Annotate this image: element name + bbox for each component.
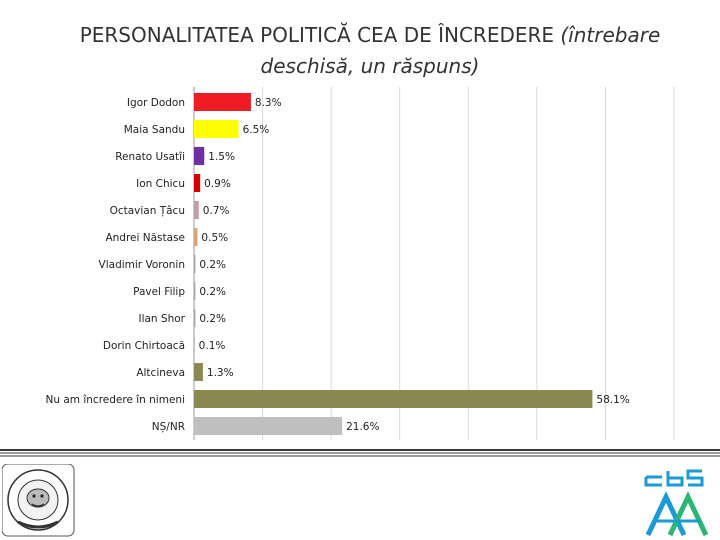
bar	[194, 120, 239, 138]
bar	[194, 147, 205, 165]
bar	[194, 282, 196, 300]
data-label: 1.5%	[208, 151, 235, 163]
data-label: 0.2%	[199, 259, 226, 271]
bar	[194, 255, 196, 273]
data-label: 21.6%	[346, 421, 379, 433]
bar	[194, 309, 196, 327]
decorative-bottom-rule	[0, 449, 720, 457]
category-label: Andrei Năstase	[105, 232, 185, 244]
category-label: NȘ/NR	[152, 421, 185, 433]
data-label: 0.5%	[201, 232, 228, 244]
data-label: 0.1%	[199, 340, 226, 352]
data-label: 58.1%	[596, 394, 629, 406]
bar	[194, 363, 203, 381]
category-label: Renato Usatîi	[115, 151, 185, 163]
bar	[194, 174, 201, 192]
category-label: Nu am încredere în nimeni	[46, 394, 186, 406]
bar	[194, 390, 593, 408]
cbs-axa-logo-icon	[644, 469, 709, 537]
data-label: 8.3%	[255, 97, 282, 109]
data-label: 0.7%	[203, 205, 230, 217]
chart-title-italic: (întrebare deschisă, un răspuns)	[260, 23, 661, 78]
watchdog-seal-icon	[2, 464, 75, 537]
bar	[194, 93, 251, 111]
category-label: Pavel Filip	[133, 286, 185, 298]
bar	[194, 228, 198, 246]
chart-title-main: PERSONALITATEA POLITICĂ CEA DE ÎNCREDERE	[79, 23, 555, 47]
data-label: 6.5%	[243, 124, 270, 136]
chart-title: PERSONALITATEA POLITICĂ CEA DE ÎNCREDERE…	[60, 20, 680, 82]
category-label: Altcineva	[136, 367, 185, 379]
data-label: 0.2%	[199, 313, 226, 325]
category-label: Vladimir Voronin	[99, 259, 185, 271]
bar-chart: Igor Dodon 8.3% Maia Sandu 6.5% Renato Usatî…	[46, 87, 675, 440]
data-label: 0.9%	[204, 178, 231, 190]
bar	[194, 336, 195, 354]
category-label: Ilan Shor	[138, 313, 185, 325]
category-label: Octavian Țâcu	[110, 205, 185, 217]
category-label: Igor Dodon	[127, 97, 185, 109]
category-label: Ion Chicu	[136, 178, 185, 190]
data-label: 1.3%	[207, 367, 234, 379]
category-label: Maia Sandu	[124, 124, 185, 136]
bar	[194, 201, 199, 219]
data-label: 0.2%	[199, 286, 226, 298]
bar	[194, 417, 343, 435]
category-label: Dorin Chirtoacă	[103, 340, 185, 352]
